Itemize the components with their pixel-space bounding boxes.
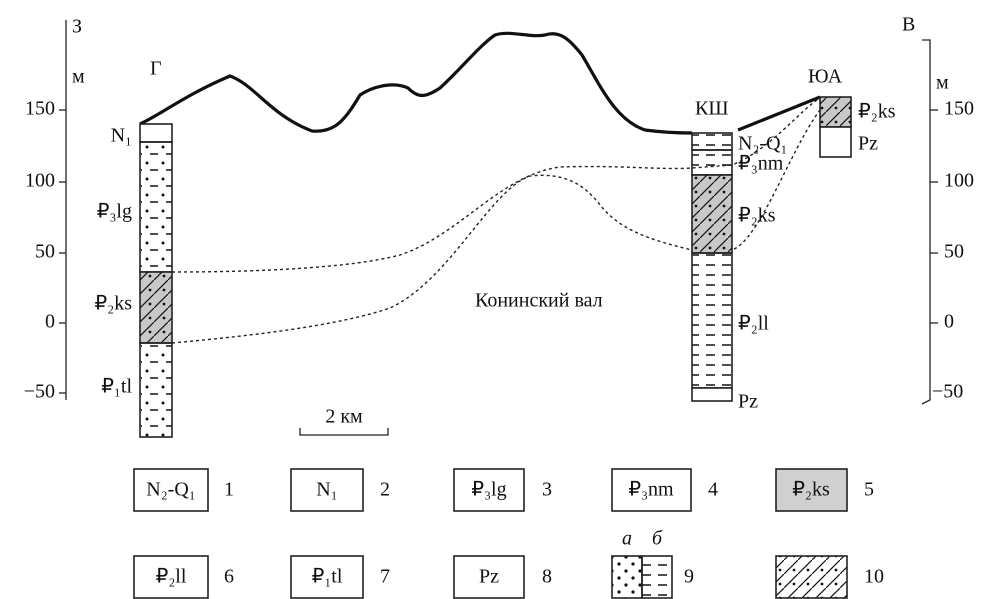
unit-label: ₽₂ll	[738, 313, 769, 335]
legend-number: 2	[380, 479, 390, 501]
structure-label: Конинский вал	[475, 290, 603, 312]
unit-label: ₽₃nm	[738, 153, 784, 175]
unit-label: ₽₂ks	[738, 205, 776, 227]
tick-label: 150	[25, 98, 55, 120]
well-label: Г	[150, 58, 162, 80]
unit-label: N₁	[111, 125, 132, 147]
tick-label: 0	[45, 311, 55, 333]
legend-code: ₽₃nm	[628, 479, 674, 501]
tick-label: −50	[932, 381, 963, 403]
tick-label: −50	[24, 381, 55, 403]
right-axis	[921, 39, 938, 405]
unit-label: Pz	[738, 391, 758, 413]
unit-label: N₂-Q₁	[738, 133, 788, 155]
legend-part: б	[652, 528, 663, 550]
east-label: В	[902, 14, 915, 36]
tick-label: 50	[944, 241, 964, 263]
legend-number: 5	[864, 479, 874, 501]
legend-number: 9	[684, 566, 694, 588]
tick-label: 100	[944, 170, 974, 192]
legend-number: 1	[224, 479, 234, 501]
topography	[139, 31, 693, 135]
tick-label: 50	[35, 241, 55, 263]
well	[691, 132, 733, 402]
legend-number: 8	[542, 566, 552, 588]
legend-code: N₂-Q₁	[146, 479, 196, 501]
legend-code: ₽₃lg	[471, 479, 506, 501]
legend-number: 6	[224, 566, 234, 588]
legend-number: 10	[864, 566, 884, 588]
well	[139, 123, 173, 438]
scale-bar	[299, 428, 389, 436]
scale-label: 2 км	[325, 406, 363, 428]
legend-number: 7	[380, 566, 390, 588]
legend-code: ₽₁tl	[312, 566, 343, 588]
unit-label: ₽₂ks	[95, 293, 133, 315]
west-label: З	[72, 16, 82, 38]
topography	[737, 95, 821, 132]
legend-code: ₽₂ll	[156, 566, 187, 588]
legend-code: ₽₂ks	[792, 479, 830, 501]
unit-label: ₽₂ks	[858, 101, 896, 123]
well	[819, 96, 852, 158]
unit: м	[72, 66, 85, 88]
correlation-line	[171, 109, 821, 344]
legend-number: 4	[708, 479, 718, 501]
legend-code: N₁	[316, 479, 337, 501]
unit-label: ₽₁tl	[101, 376, 132, 398]
legend-code: Pz	[479, 566, 499, 588]
legend	[133, 468, 848, 599]
tick-label: 100	[25, 170, 55, 192]
well-label: КШ	[695, 98, 729, 120]
legend-part: а	[622, 528, 632, 550]
unit-label: ₽₃lg	[97, 201, 132, 223]
tick-label: 0	[944, 311, 954, 333]
unit: м	[936, 72, 949, 94]
left-axis	[59, 20, 67, 400]
tick-label: 150	[944, 98, 974, 120]
unit-label: Pz	[858, 133, 878, 155]
legend-number: 3	[542, 479, 552, 501]
well-label: ЮА	[808, 66, 843, 88]
